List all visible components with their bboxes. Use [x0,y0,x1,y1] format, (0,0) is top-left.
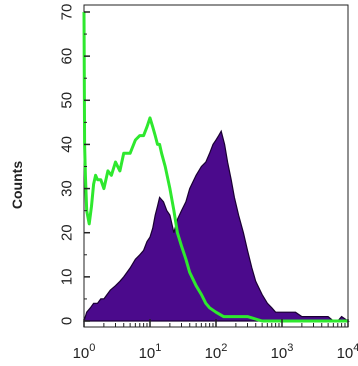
y-tick-label: 60 [59,48,76,65]
series-layer [82,11,350,323]
y-axis-label: Counts [9,161,25,209]
series-1-line [82,11,348,323]
axis-layer: 0 10 20 30 40 50 60 70 100 101 102 103 104 [59,4,358,362]
y-tick-label: 50 [59,92,76,109]
y-tick-label: 30 [59,180,76,197]
y-tick-label: 0 [59,317,76,325]
y-tick-label: 20 [59,224,76,241]
y-tick-label: 10 [59,269,76,286]
x-tick-label: 103 [271,342,294,362]
x-tick-label: 102 [205,342,228,362]
x-tick-label: 104 [337,342,358,362]
y-tick-label: 40 [59,136,76,153]
y-tick-label: 70 [59,4,76,21]
x-tick-label: 100 [73,342,96,362]
series-0-area [83,129,350,322]
x-tick-label: 101 [139,342,162,362]
